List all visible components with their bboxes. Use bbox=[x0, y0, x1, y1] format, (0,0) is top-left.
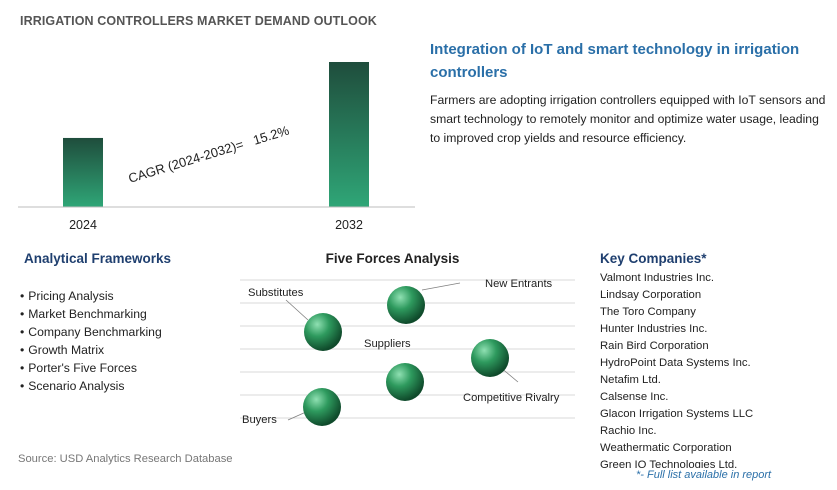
framework-item: Company Benchmarking bbox=[20, 323, 161, 341]
x-tick-label: 2024 bbox=[69, 218, 97, 232]
companies-list: Valmont Industries Inc. Lindsay Corporat… bbox=[600, 270, 830, 468]
company-item: Rachio Inc. bbox=[600, 425, 657, 437]
force-label-buyers: Buyers bbox=[242, 414, 277, 426]
framework-item: Porter's Five Forces bbox=[20, 359, 162, 377]
company-item: Weathermatic Corporation bbox=[600, 442, 732, 454]
framework-item: Pricing Analysis bbox=[20, 287, 162, 305]
company-item: HydroPoint Data Systems Inc. bbox=[600, 357, 751, 369]
frameworks-title: Analytical Frameworks bbox=[24, 251, 172, 266]
companies-title: Key Companies* bbox=[600, 251, 707, 266]
sphere-suppliers-center bbox=[386, 363, 424, 401]
company-item: The Toro Company bbox=[600, 306, 696, 318]
insight-text: Farmers are adopting irrigation controll… bbox=[430, 93, 826, 145]
companies-note: *- Full list available in report bbox=[636, 469, 772, 481]
force-label-substitutes: Substitutes bbox=[248, 287, 304, 299]
sphere-buyers bbox=[303, 388, 341, 426]
sphere-new-entrants bbox=[387, 286, 425, 324]
x-tick-label: 2032 bbox=[335, 218, 363, 232]
five-forces-title: Five Forces Analysis bbox=[325, 251, 460, 266]
frameworks-list: Pricing Analysis Market Benchmarking Com… bbox=[20, 287, 162, 395]
sphere-competitive-rivalry bbox=[471, 339, 509, 377]
company-item: Hunter Industries Inc. bbox=[600, 323, 708, 335]
force-label-competitive-rivalry: Competitive Rivalry bbox=[463, 392, 560, 404]
demand-bar-chart: 2024 2032 CAGR (2024-2032)= 15.2% bbox=[18, 62, 415, 232]
framework-item: Market Benchmarking bbox=[20, 305, 162, 323]
cagr-annotation: CAGR (2024-2032)= 15.2% bbox=[126, 122, 291, 185]
bar-2032 bbox=[329, 62, 369, 207]
insight-title: Integration of IoT and smart technology … bbox=[430, 41, 800, 81]
five-forces-diagram bbox=[240, 279, 575, 426]
company-item: Netafim Ltd. bbox=[600, 374, 661, 386]
force-label-new-entrants: New Entrants bbox=[485, 278, 553, 290]
page-header: IRRIGATION CONTROLLERS MARKET DEMAND OUT… bbox=[20, 14, 377, 28]
bar-2024 bbox=[63, 137, 103, 207]
force-label-suppliers: Suppliers bbox=[364, 338, 411, 350]
source-note: Source: USD Analytics Research Database bbox=[18, 453, 233, 465]
company-item: Green IQ Technologies Ltd. bbox=[600, 459, 738, 468]
framework-item: Growth Matrix bbox=[20, 341, 162, 359]
company-item: Rain Bird Corporation bbox=[600, 340, 709, 352]
company-item: Lindsay Corporation bbox=[600, 289, 702, 301]
sphere-substitutes bbox=[304, 313, 342, 351]
company-item: Glacon Irrigation Systems LLC bbox=[600, 408, 754, 420]
company-item: Calsense Inc. bbox=[600, 391, 669, 403]
company-item: Valmont Industries Inc. bbox=[600, 272, 715, 284]
framework-item: Scenario Analysis bbox=[20, 377, 162, 395]
